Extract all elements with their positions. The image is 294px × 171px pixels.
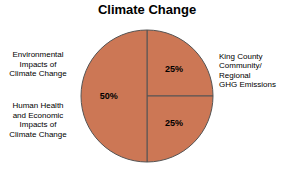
annotation-line: Climate Change bbox=[9, 69, 67, 78]
annotation-line: Community/ bbox=[219, 61, 262, 70]
title: Climate Change bbox=[98, 2, 196, 17]
annotation-line: Impacts of bbox=[20, 120, 58, 129]
annotation: King CountyCommunity/RegionalGHG Emissio… bbox=[219, 52, 276, 90]
annotation-line: Human Health bbox=[12, 101, 63, 110]
pie-slice bbox=[147, 96, 213, 162]
data-label: 25% bbox=[165, 64, 183, 74]
annotation-line: Climate Change bbox=[9, 130, 67, 139]
data-label: 50% bbox=[100, 91, 118, 101]
pie-slice bbox=[147, 30, 213, 96]
annotation-line: Regional bbox=[219, 71, 251, 80]
annotation-line: Environmental bbox=[12, 50, 63, 59]
annotation-line: GHG Emissions bbox=[219, 80, 276, 89]
annotation-line: Impacts of bbox=[20, 60, 58, 69]
data-label: 25% bbox=[165, 118, 183, 128]
chart: Climate Change25%25%50%EnvironmentalImpa… bbox=[0, 0, 294, 171]
annotation-line: and Economic bbox=[13, 111, 64, 120]
annotation: Human Healthand EconomicImpacts ofClimat… bbox=[9, 101, 67, 139]
pie-slice bbox=[81, 30, 147, 162]
annotation-line: King County bbox=[219, 52, 263, 61]
annotation: EnvironmentalImpacts ofClimate Change bbox=[9, 50, 67, 78]
pie bbox=[81, 30, 213, 162]
